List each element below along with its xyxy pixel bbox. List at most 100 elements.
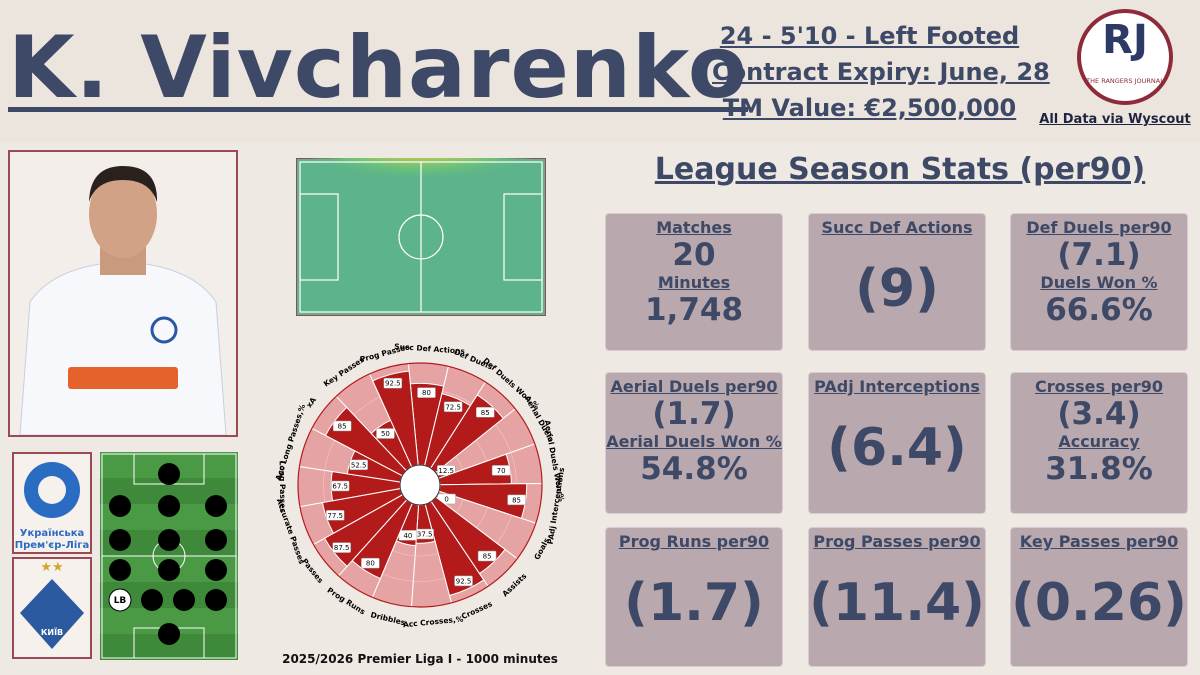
value-box (417, 387, 436, 398)
pitch-lines (299, 161, 543, 313)
player-position (108, 588, 132, 612)
value-label: 77.5 (327, 512, 343, 520)
category-label: PAdj Interceptions (546, 466, 567, 545)
player-info: TM Value: €2,500,000 (722, 94, 1017, 122)
position-dot (158, 623, 180, 645)
stat-label: Duels Won % (1040, 273, 1158, 292)
value-box (443, 401, 463, 413)
stat-value: 1,748 (644, 292, 744, 328)
stat-value: 54.8% (640, 451, 748, 487)
value-box (332, 420, 352, 432)
stat-value: (1.7) (624, 573, 764, 633)
category-label: Goals (532, 536, 551, 561)
diamond (20, 579, 84, 649)
stat-value: (7.1) (1057, 237, 1141, 273)
shirt (19, 263, 227, 435)
value-box (477, 550, 497, 562)
value-box (383, 377, 403, 389)
league-emblem (24, 462, 80, 518)
value-label: 80 (366, 560, 375, 568)
category-label: Crosses (460, 599, 494, 621)
position-label: LB (114, 596, 127, 606)
value-box (325, 510, 345, 521)
player-info: 24 - 5'10 - Left Footed (719, 22, 1020, 50)
value-label: 85 (338, 422, 347, 430)
stat-card: Matches 20 Minutes 1,748 (605, 213, 783, 351)
stat-value: 31.8% (1045, 451, 1153, 487)
stat-card: Succ Def Actions (9) (808, 213, 986, 351)
stat-value: (9) (855, 259, 939, 319)
stat-card: Prog Runs per90 (1.7) (605, 527, 783, 667)
position-dot (109, 495, 131, 517)
value-box (332, 542, 351, 553)
stat-label: Aerial Duels Won % (606, 432, 782, 451)
position-dot (109, 529, 131, 551)
category-label: Prog Passes (359, 342, 411, 364)
value-label: 72.5 (445, 403, 461, 411)
value-label: 85 (483, 553, 492, 561)
club-name: КИЇВ (41, 627, 63, 637)
logo-ring (1077, 9, 1173, 105)
category-label: Dribbles (370, 610, 407, 627)
stat-card: Prog Passes per90 (11.4) (808, 527, 986, 667)
position-dot (205, 589, 227, 611)
stat-card: Aerial Duels per90 (1.7) Aerial Duels Won … (605, 372, 783, 514)
value-label: 12.5 (438, 467, 454, 475)
stat-card: Def Duels per90 (7.1) Duels Won % 66.6% (1010, 213, 1188, 351)
club-logo: ★★ КИЇВ (12, 557, 92, 659)
value-label: 52.5 (351, 461, 367, 469)
stat-card: PAdj Interceptions (6.4) (808, 372, 986, 514)
player-photo (8, 150, 238, 437)
value-box (330, 480, 350, 492)
value-box (507, 494, 526, 506)
value-label: 85 (481, 409, 490, 417)
stat-value: (3.4) (1057, 396, 1141, 432)
player-info: Contract Expiry: June, 28 (712, 58, 1050, 86)
outer-ring (297, 362, 543, 608)
position-dot (205, 559, 227, 581)
category-label: Long Passes (278, 461, 288, 514)
value-box (476, 407, 495, 418)
stat-label: Prog Runs per90 (618, 532, 770, 551)
heatmap (296, 158, 546, 316)
stat-value: (0.26) (1011, 573, 1187, 633)
stat-label: Crosses per90 (1034, 377, 1164, 396)
stat-label: Aerial Duels per90 (610, 377, 778, 396)
value-label: 92.5 (385, 380, 401, 388)
value-label: 37.5 (417, 531, 433, 539)
value-label: 70 (497, 467, 506, 475)
category-label: Assists (500, 571, 528, 598)
position-dot (205, 495, 227, 517)
position-dot (158, 529, 180, 551)
section-title: League Season Stats (per90) (654, 152, 1146, 187)
stat-value: 20 (672, 237, 716, 273)
value-box (454, 575, 473, 587)
value-label: 0 (444, 495, 448, 503)
player-name: K. Vivcharenko (8, 18, 749, 118)
value-label: 80 (422, 389, 431, 397)
stat-value: (11.4) (809, 573, 985, 633)
value-box (376, 428, 395, 439)
position-dot (141, 589, 163, 611)
value-label: 50 (381, 430, 390, 438)
stat-label: Minutes (657, 273, 731, 292)
club-emblem: ★★ КИЇВ (20, 560, 84, 649)
emblem (38, 476, 66, 504)
stat-card: Crosses per90 (3.4) Accuracy 31.8% (1010, 372, 1188, 514)
value-box (349, 459, 368, 471)
badge (150, 316, 178, 344)
sponsor (68, 367, 178, 389)
league-name: Українська Прем'єр-Ліга (14, 528, 90, 551)
category-label: Acc Crosses,% (403, 614, 465, 629)
value-label: 67.5 (332, 483, 348, 491)
position-dot (158, 463, 180, 485)
value-box (361, 557, 380, 569)
stat-label: Succ Def Actions (821, 218, 973, 237)
stat-value: (1.7) (652, 396, 736, 432)
stat-label: Accuracy (1058, 432, 1140, 451)
centre-hole (399, 464, 441, 506)
position-dot (158, 559, 180, 581)
position-dot (158, 495, 180, 517)
